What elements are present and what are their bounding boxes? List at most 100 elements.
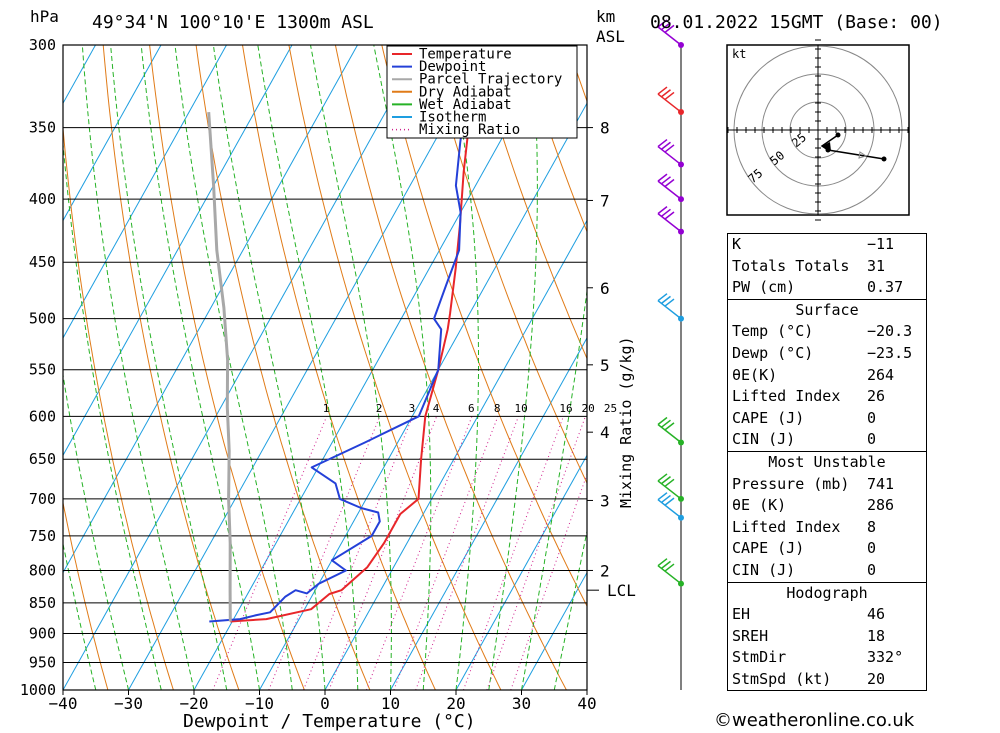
wind-barb-flag — [664, 298, 675, 307]
table-row: Totals Totals 31 — [732, 256, 886, 275]
table-row: EH 46 — [732, 605, 886, 624]
wind-barb-flag — [661, 141, 671, 150]
dry-adiabat-line — [195, 45, 371, 690]
profiles — [207, 45, 483, 623]
wind-barb-flag — [661, 89, 671, 98]
surface-table: Surface Temp (°C) −20.3 Dewp (°C) −23.5 θE… — [727, 299, 927, 452]
pressure-tick-label: 1000 — [20, 681, 56, 699]
legend-entry: Isotherm — [419, 110, 486, 126]
stats-panel: K −11 Totals Totals 31 PW (cm) 0.37 Surface… — [727, 233, 927, 692]
wind-barb-flag — [664, 24, 675, 33]
pressure-tick-label: 900 — [29, 625, 56, 643]
km-tick-label: 7 — [600, 191, 610, 210]
footer-credit[interactable]: ©weatheronline.co.uk — [714, 710, 914, 731]
table-row: Lifted Index 26 — [732, 387, 886, 406]
wind-barb — [657, 206, 684, 235]
dry-adiabat-line — [474, 45, 587, 360]
lcl-label: LCL — [607, 581, 636, 600]
table-row: CIN (J) 0 — [732, 430, 877, 449]
wind-barb — [657, 138, 684, 168]
wind-barb-flag — [657, 293, 668, 302]
wet-adiabat-line — [257, 45, 359, 690]
dry-adiabat-line — [520, 45, 587, 233]
table-row: θE (K) 286 — [732, 496, 895, 515]
table-row: Lifted Index 8 — [732, 517, 877, 536]
section-title: Surface — [795, 300, 859, 319]
dry-adiabat-line — [939, 45, 1000, 690]
most-unstable-table: Most Unstable Pressure (mb) 741 θE (K) 286… — [727, 451, 927, 583]
wind-barb-flag — [661, 476, 671, 485]
wind-barb-flag — [664, 497, 675, 506]
isotherm-line — [63, 45, 293, 457]
pressure-tick-label: 350 — [29, 119, 56, 137]
hodograph-trace — [820, 134, 885, 160]
pressure-tick-label: 850 — [29, 594, 56, 612]
x-tick-label: 20 — [446, 694, 465, 713]
pressure-tick-label: 550 — [29, 361, 56, 379]
isotherm-line — [0, 45, 30, 690]
isotherm-line — [63, 45, 358, 574]
axes: 1 2 3 4 6 8 10 16 20 2530035040045050055060065070… — [20, 36, 636, 713]
km-tick-label: 8 — [600, 119, 610, 138]
mixing-ratio-label: 1 — [323, 402, 330, 415]
series-line-dewpoint — [209, 45, 477, 623]
pressure-tick-label: 450 — [29, 253, 56, 271]
wind-barb-flag — [657, 558, 668, 567]
isobars — [63, 44, 587, 691]
pressure-tick-label: 950 — [29, 654, 56, 672]
wind-barb-flag — [661, 494, 671, 504]
km-tick-label: 6 — [600, 279, 610, 298]
wind-barb-flag — [661, 22, 671, 31]
x-tick-label: −10 — [245, 694, 274, 713]
wind-barb — [657, 293, 684, 322]
wind-barb-flag — [657, 492, 668, 501]
wind-barb-flag — [657, 473, 668, 482]
mixing-ratio-line — [212, 416, 328, 690]
mixing-ratio-label: 6 — [468, 402, 475, 415]
km-tick-label: 3 — [600, 491, 610, 510]
wet-adiabat-line — [310, 45, 392, 690]
wind-barb — [657, 173, 684, 203]
dry-adiabat-line — [986, 45, 1000, 690]
wind-barb — [657, 473, 684, 502]
pressure-tick-label: 300 — [29, 36, 56, 54]
mixing-ratio-axis-label: Mixing Ratio (g/kg) — [617, 336, 635, 508]
legend-entry: Mixing Ratio — [419, 122, 520, 138]
mixing-ratio-label: 8 — [494, 402, 501, 415]
wind-barb-flag — [661, 560, 671, 569]
site-link[interactable]: ©weatheronline.co.uk — [714, 710, 915, 731]
dry-adiabat-line — [288, 45, 502, 690]
plot-frame — [62, 44, 588, 691]
wind-barb-flag — [661, 208, 671, 217]
section-title: Hodograph — [786, 583, 868, 602]
x-tick-label: 40 — [577, 694, 596, 713]
wind-barb — [657, 558, 684, 587]
isotherm-line — [63, 45, 424, 690]
legend-entry: Dry Adiabat — [419, 84, 512, 100]
legend-entry: Parcel Trajectory — [419, 72, 562, 88]
hodograph-point — [835, 132, 841, 138]
table-row: K −11 — [732, 235, 895, 253]
table-row: Pressure (mb) 741 — [732, 474, 895, 493]
isotherm-line — [324, 219, 587, 690]
pressure-tick-label: 700 — [29, 490, 56, 508]
dry-adiabat-line — [63, 122, 174, 690]
km-tick-label: 5 — [600, 356, 610, 375]
mixing-ratio-label: 3 — [409, 402, 416, 415]
x-axis-label: Dewpoint / Temperature (°C) — [183, 711, 476, 732]
table-row: θE(K) 264 — [732, 365, 895, 384]
wind-barb — [657, 416, 684, 446]
isotherm-line — [455, 454, 587, 690]
dry-adiabat-line — [63, 500, 109, 690]
wind-barb-flag — [661, 176, 671, 185]
wind-barb-flag — [657, 19, 668, 28]
km-label: km — [596, 7, 615, 26]
table-row: CAPE (J) 0 — [732, 408, 877, 427]
table-row: Dewp (°C) −23.5 — [732, 343, 913, 362]
hodograph-unit-label: kt — [732, 47, 746, 61]
mixing-ratio-label: 2 — [376, 402, 383, 415]
wet-adiabat-line — [140, 45, 260, 690]
wet-adiabat-line — [373, 45, 432, 690]
pressure-tick-label: 800 — [29, 561, 56, 579]
